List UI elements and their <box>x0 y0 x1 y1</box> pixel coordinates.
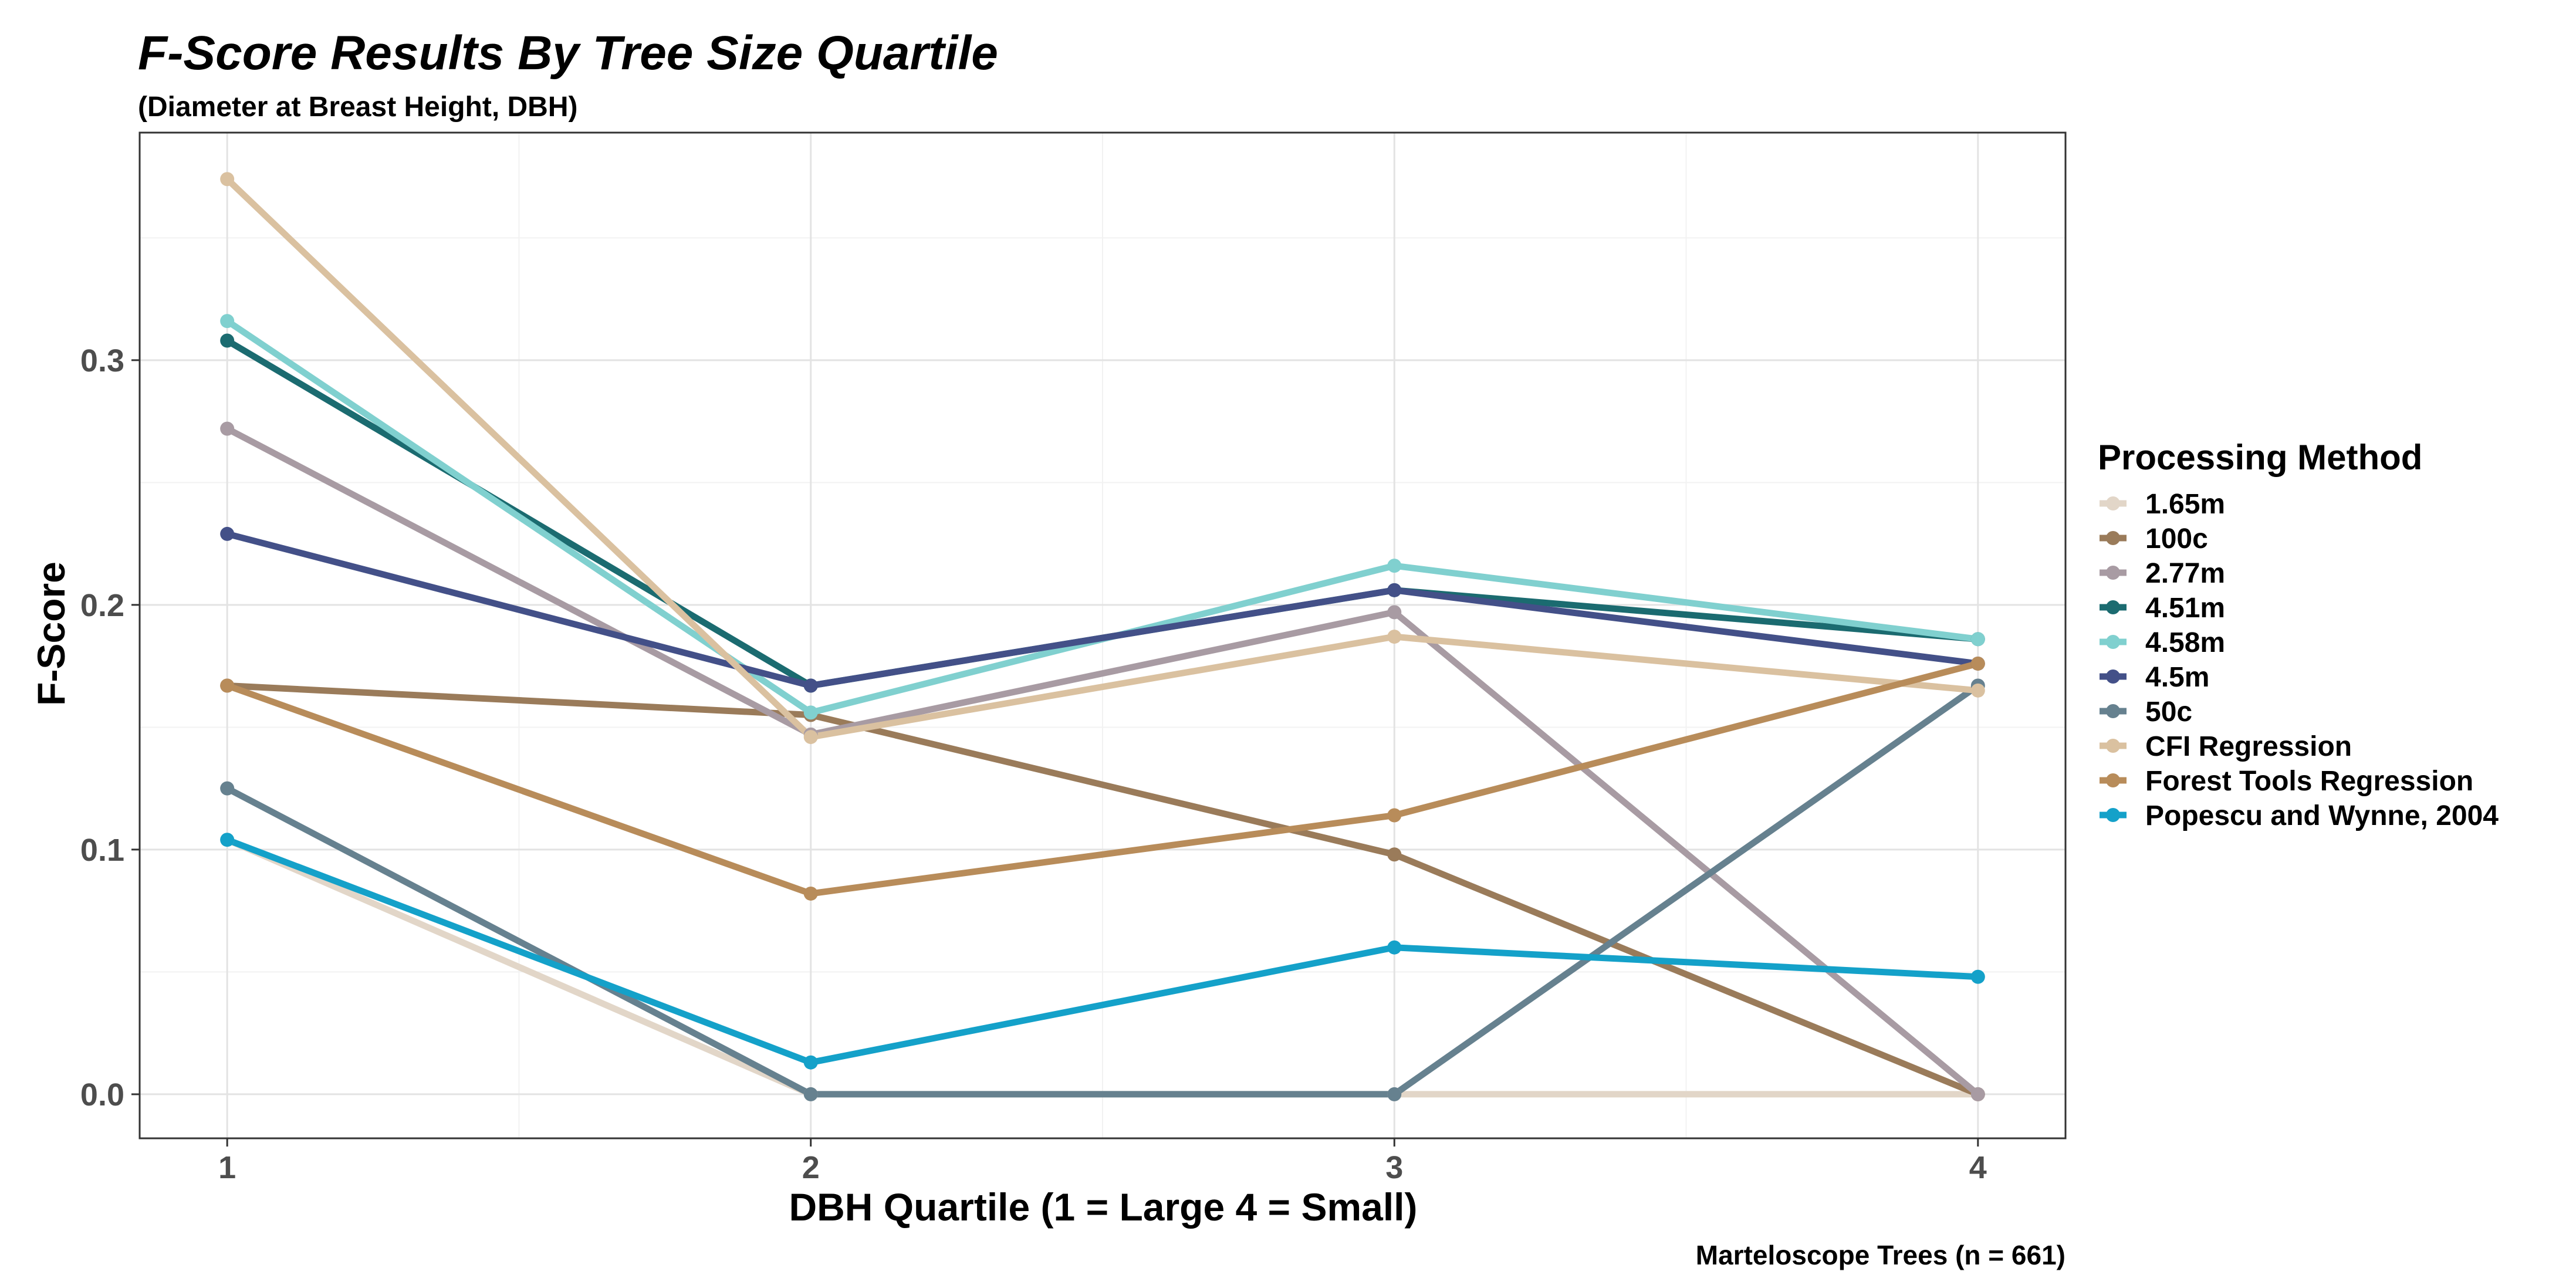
data-point-popescu-and-wynne-2004 <box>803 1055 818 1070</box>
data-point-4-5m <box>1387 583 1402 597</box>
legend-item-label: 2.77m <box>2145 558 2225 589</box>
legend-item-label: Popescu and Wynne, 2004 <box>2145 800 2499 831</box>
y-axis-label: F-Score <box>29 562 73 706</box>
legend-key-point <box>2106 635 2120 649</box>
chart-subtitle: (Diameter at Breast Height, DBH) <box>138 92 577 123</box>
y-tick-label: 0.2 <box>80 588 124 623</box>
legend-item: 2.77m <box>2100 558 2225 589</box>
data-point-popescu-and-wynne-2004 <box>1387 940 1402 955</box>
series-line-popescu-and-wynne-2004 <box>224 836 1982 1066</box>
x-tick-label: 4 <box>1969 1150 1987 1185</box>
legend-key-point <box>2106 531 2120 545</box>
data-point-popescu-and-wynne-2004 <box>1970 969 1985 984</box>
legend-item: 4.5m <box>2100 662 2209 693</box>
legend-item: 4.51m <box>2100 593 2225 624</box>
legend-item: 100c <box>2100 523 2208 554</box>
plot-border <box>138 131 2067 1139</box>
x-axis-label: DBH Quartile (1 = Large 4 = Small) <box>789 1185 1417 1229</box>
data-point-4-5m <box>803 678 818 693</box>
legend-key-point <box>2106 669 2120 684</box>
legend-key-point <box>2106 496 2120 510</box>
y-tick-label: 0.3 <box>80 343 124 378</box>
legend-key-point <box>2106 600 2120 614</box>
legend-item-label: 100c <box>2145 523 2208 554</box>
data-point-2-77m <box>1970 1087 1985 1101</box>
x-tick-label: 1 <box>218 1150 236 1185</box>
y-tick-label: 0.1 <box>80 833 124 868</box>
series-points <box>220 172 1985 1101</box>
plot-area <box>138 131 2067 1139</box>
chart-title: F-Score Results By Tree Size Quartile <box>138 26 998 80</box>
data-point-2-77m <box>1387 605 1402 620</box>
series-line-4-5m <box>224 530 1982 689</box>
legend-item: 1.65m <box>2100 489 2225 520</box>
y-tick-label: 0.0 <box>80 1077 124 1112</box>
data-point-forest-tools-regression <box>1970 656 1985 671</box>
data-point-50c <box>803 1087 818 1101</box>
data-point-cfi-regression <box>803 730 818 745</box>
legend-item-label: 4.51m <box>2145 593 2225 624</box>
legend-title: Processing Method <box>2098 438 2422 477</box>
x-axis: 1 2 3 4 <box>218 1138 1987 1185</box>
series-line-2-77m <box>224 425 1982 1098</box>
data-point-cfi-regression <box>1387 630 1402 644</box>
legend-item-label: 4.5m <box>2145 662 2209 693</box>
data-point-cfi-regression <box>220 172 235 187</box>
data-point-cfi-regression <box>1970 683 1985 698</box>
legend-key-point <box>2106 739 2120 753</box>
legend-item-label: Forest Tools Regression <box>2145 766 2473 797</box>
legend-key-point <box>2106 773 2120 787</box>
data-point-4-51m <box>220 333 235 348</box>
series-line-100c <box>224 682 1982 1098</box>
data-point-4-58m <box>1970 632 1985 647</box>
data-point-forest-tools-regression <box>803 886 818 901</box>
legend-key-point <box>2106 704 2120 718</box>
data-point-2-77m <box>220 421 235 436</box>
series-line-forest-tools-regression <box>224 660 1982 897</box>
legend-item-label: CFI Regression <box>2145 731 2352 762</box>
data-point-4-5m <box>220 526 235 541</box>
legend-item: Popescu and Wynne, 2004 <box>2100 800 2499 831</box>
legend-key-point <box>2106 808 2120 822</box>
legend-item-label: 1.65m <box>2145 489 2225 520</box>
series-line-50c <box>224 682 1982 1098</box>
legend: Processing Method 1.65m100c2.77m4.51m4.5… <box>2098 438 2499 831</box>
data-point-4-58m <box>1387 559 1402 573</box>
legend-item: CFI Regression <box>2100 731 2352 762</box>
data-point-4-58m <box>220 314 235 329</box>
series-lines <box>224 175 1982 1098</box>
legend-item: 50c <box>2100 696 2192 728</box>
data-point-50c <box>1387 1087 1402 1101</box>
chart-caption: Marteloscope Trees (n = 661) <box>1696 1240 2065 1270</box>
legend-item: 4.58m <box>2100 627 2225 658</box>
data-point-100c <box>1387 847 1402 862</box>
data-point-forest-tools-regression <box>1387 808 1402 823</box>
legend-item-label: 50c <box>2145 696 2192 728</box>
legend-item: Forest Tools Regression <box>2100 766 2473 797</box>
y-axis: 0.0 0.1 0.2 0.3 <box>80 343 140 1112</box>
data-point-forest-tools-regression <box>220 678 235 693</box>
x-tick-label: 2 <box>802 1150 820 1185</box>
series-line-cfi-regression <box>224 175 1982 740</box>
x-tick-label: 3 <box>1385 1150 1403 1185</box>
legend-key-point <box>2106 566 2120 580</box>
data-point-popescu-and-wynne-2004 <box>220 833 235 847</box>
data-point-50c <box>220 781 235 796</box>
legend-item-label: 4.58m <box>2145 627 2225 658</box>
data-point-4-58m <box>803 705 818 720</box>
